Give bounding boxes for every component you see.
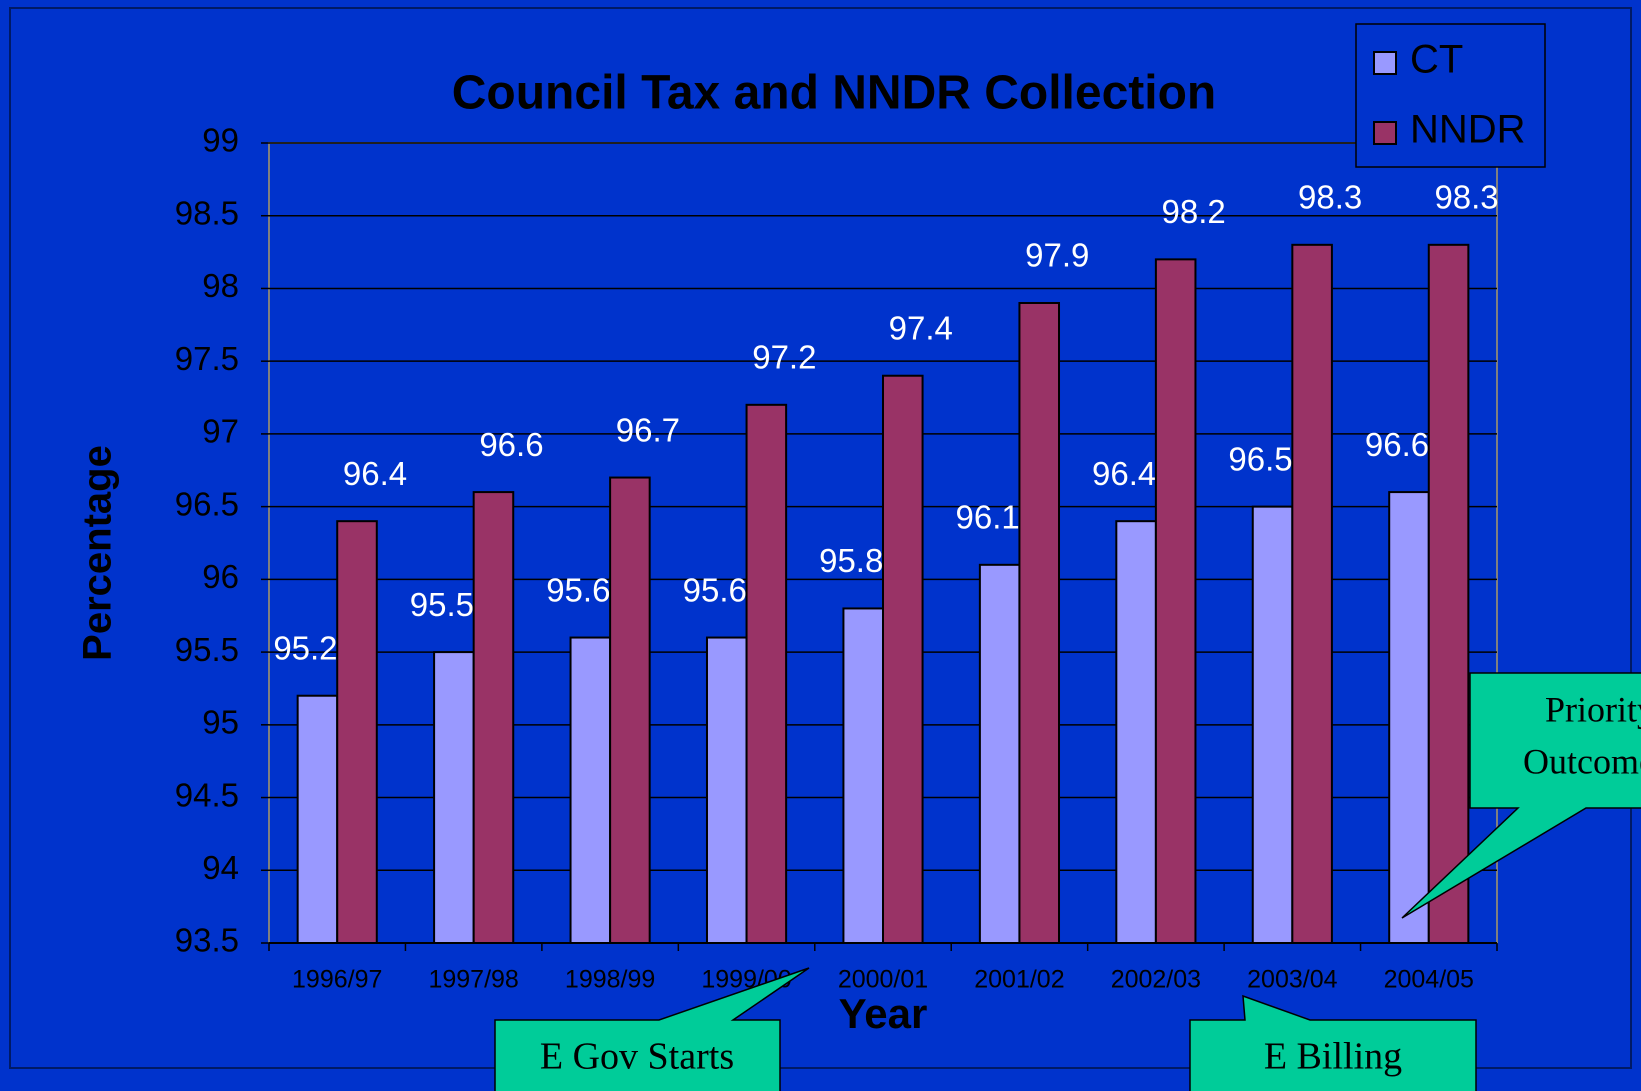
data-label: 98.3 [1298, 179, 1362, 216]
bar [1154, 258, 1197, 944]
data-label: 95.6 [683, 571, 747, 608]
data-label: 97.9 [1025, 237, 1089, 274]
frame [9, 7, 1632, 1069]
data-label: 96.7 [616, 411, 680, 448]
legend-swatch [1373, 121, 1397, 145]
bar [1018, 302, 1061, 944]
callout [494, 967, 810, 1091]
bar [978, 563, 1021, 944]
y-tick-label: 98.5 [175, 194, 239, 231]
x-tick-label: 2004/05 [1384, 966, 1474, 994]
bar [609, 476, 651, 944]
x-tick-label: 1998/99 [565, 966, 655, 994]
x-tick-label: 2000/01 [838, 966, 928, 994]
bar [296, 694, 339, 945]
data-label: 96.4 [343, 455, 407, 492]
data-label: 98.2 [1162, 193, 1226, 230]
y-tick-label: 96 [202, 558, 239, 595]
data-label: 97.4 [889, 309, 953, 346]
bar [882, 374, 924, 944]
y-tick-label: 96.5 [175, 485, 239, 522]
bar [336, 520, 378, 944]
bar [842, 607, 884, 944]
callout [1189, 994, 1477, 1091]
bar [433, 651, 475, 944]
data-label: 96.4 [1092, 455, 1156, 492]
data-label: 96.6 [1365, 426, 1429, 463]
y-tick-label: 94 [202, 849, 239, 886]
data-label: 98.3 [1434, 179, 1498, 216]
callout-text: E Billing [1264, 1036, 1402, 1078]
y-tick-label: 93.5 [175, 922, 239, 959]
bar [1388, 491, 1430, 944]
x-tick-label: 2001/02 [974, 966, 1064, 994]
data-label: 95.8 [819, 542, 883, 579]
chart-title: Council Tax and NNDR Collection [452, 67, 1216, 120]
y-tick-label: 98 [202, 267, 239, 304]
data-label: 96.6 [479, 426, 543, 463]
bar [472, 491, 515, 944]
x-tick-label: 1996/97 [292, 966, 382, 994]
data-label: 95.5 [410, 586, 474, 623]
plot: 93.5 94 94.5 95 95.5 96 96.5 97 97.5 98 98.5 99 1996… [175, 122, 1499, 994]
y-tick-label: 95.5 [175, 631, 239, 668]
y-tick-label: 97 [202, 413, 239, 450]
bar [1291, 243, 1333, 944]
x-axis-label: Year [839, 990, 928, 1037]
y-tick-label: 95 [202, 704, 239, 741]
bar [1251, 505, 1294, 944]
callout-text: E Gov Starts [540, 1036, 734, 1078]
legend: CT NNDR [1373, 38, 1526, 152]
callout-text: Outcomes [1523, 741, 1641, 781]
x-tick-label: 2002/03 [1111, 966, 1201, 994]
data-label: 96.5 [1228, 440, 1292, 477]
bar [569, 636, 612, 945]
legend-label: CT [1410, 38, 1463, 82]
y-tick-label: 94.5 [175, 776, 239, 813]
callout [1401, 672, 1641, 919]
data-label: 95.6 [546, 571, 610, 608]
bar [745, 403, 788, 944]
x-tick-label: 1997/98 [428, 966, 518, 994]
data-label: 96.1 [956, 499, 1020, 536]
y-tick-label: 99 [202, 122, 239, 159]
y-tick-label: 97.5 [175, 340, 239, 377]
legend-label: NNDR [1410, 108, 1526, 152]
bar [1427, 243, 1470, 944]
data-label: 95.2 [273, 629, 337, 666]
x-tick-label: 2003/04 [1247, 966, 1337, 994]
bar [1115, 520, 1157, 944]
data-label: 97.2 [752, 339, 816, 376]
legend-swatch [1373, 51, 1397, 75]
callout-text: Priority [1545, 689, 1641, 729]
y-axis-label: Percentage [76, 445, 120, 661]
bar [705, 636, 748, 945]
